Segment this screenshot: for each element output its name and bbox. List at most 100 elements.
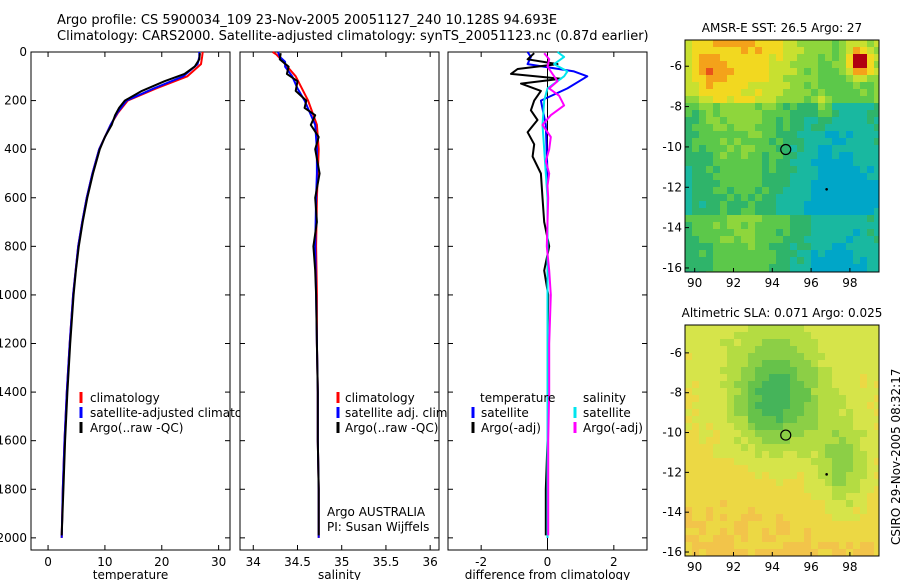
sla_map-cell [741, 367, 748, 374]
salinity-xtick-label: 34 [246, 555, 261, 569]
sst_map-xtick-label: 98 [842, 276, 857, 290]
sst_map-cell [825, 145, 832, 152]
sst_map-cell [755, 54, 762, 61]
sla_map-cell [769, 339, 776, 346]
sla_map-cell [741, 458, 748, 465]
sst_map-cell [832, 250, 839, 257]
sla_map-cell [748, 374, 755, 381]
sla_map-xtick-label: 90 [687, 560, 702, 574]
sst_map-cell [720, 194, 727, 201]
sla_map-cell [699, 528, 706, 535]
sla_map-cell [846, 542, 853, 549]
sla_map-cell [734, 388, 741, 395]
sla_map-cell [867, 332, 874, 339]
sst_map-cell [685, 117, 692, 124]
sla_map-cell [832, 521, 839, 528]
sla_map-cell [741, 479, 748, 486]
sla_map-cell [804, 402, 811, 409]
sla_map-cell [734, 416, 741, 423]
sla_map-cell [818, 325, 825, 332]
sst_map-cell [867, 222, 874, 229]
sla_map-cell [853, 465, 860, 472]
sla_map-cell [692, 437, 699, 444]
sla_map-cell [804, 374, 811, 381]
sla_map-cell [720, 507, 727, 514]
sla_map-cell [790, 374, 797, 381]
sla_map-cell [706, 430, 713, 437]
sla_map-cell [762, 325, 769, 332]
difference-xtick-label: 2 [610, 555, 618, 569]
sla_map-cell [797, 374, 804, 381]
sst_map-cell [860, 40, 867, 47]
sst_map-cell [727, 61, 734, 68]
sla_map-cell [741, 346, 748, 353]
sla_map-cell [860, 500, 867, 507]
sla_map-cell [699, 542, 706, 549]
sst_map-cell [797, 201, 804, 208]
sst_map-cell [867, 75, 874, 82]
sla_map-cell [839, 458, 846, 465]
sst_map-cell [748, 54, 755, 61]
sst_map-cell [832, 54, 839, 61]
sst_map-cell [818, 68, 825, 75]
sst_map-cell [818, 180, 825, 187]
salinity-axes-box [239, 51, 440, 551]
sla_map-cell [825, 444, 832, 451]
sst_map-cell [790, 47, 797, 54]
sla_map-cell [776, 444, 783, 451]
sla_map-cell [846, 409, 853, 416]
sst_map-cell [860, 68, 867, 75]
sla_map-cell [804, 395, 811, 402]
sst_map-cell [846, 68, 853, 75]
difference-xlabel: difference from climatology [465, 568, 631, 580]
sla_map-cell [692, 486, 699, 493]
sst_map-cell [867, 68, 874, 75]
sst_map-cell [839, 54, 846, 61]
sla_map-cell [839, 535, 846, 542]
sla_map-cell [748, 395, 755, 402]
sla_map-cell [685, 451, 692, 458]
sst_map-cell [790, 215, 797, 222]
sla_map-cell [825, 528, 832, 535]
sla_map-cell [748, 423, 755, 430]
sst_map-cell [832, 103, 839, 110]
salinity-annotation: Argo AUSTRALIA [327, 505, 426, 519]
sla_map-cell [853, 549, 860, 556]
sla_map-cell [797, 451, 804, 458]
sst_map-cell [853, 166, 860, 173]
sst_map-cell [783, 201, 790, 208]
sla_map-cell [741, 430, 748, 437]
sla_map-cell [867, 409, 874, 416]
sst_map-cell [706, 103, 713, 110]
sst_map-cell [755, 61, 762, 68]
sst_map-cell [769, 215, 776, 222]
sst_map-cell [699, 145, 706, 152]
sst_map-cell [685, 96, 692, 103]
sst_map-cell [874, 187, 879, 194]
sla_map-cell [839, 451, 846, 458]
sst_map-cell [769, 229, 776, 236]
sst_map-cell [692, 180, 699, 187]
sst_map-cell [776, 68, 783, 75]
sla_map-cell [685, 416, 692, 423]
sst_map-cell [825, 124, 832, 131]
sla_map-cell [741, 423, 748, 430]
sst_map-cell [706, 145, 713, 152]
sla_map-cell [839, 381, 846, 388]
sla_map-cell [720, 353, 727, 360]
sst_map-cell [734, 215, 741, 222]
sla_map-cell [853, 374, 860, 381]
sla_map-cell [846, 423, 853, 430]
sst_map-cell [748, 103, 755, 110]
sla_map-cell [727, 528, 734, 535]
sla_map-cell [846, 507, 853, 514]
sst_map-cell [706, 124, 713, 131]
sla_map-cell [762, 346, 769, 353]
sst_map-cell [860, 250, 867, 257]
sst_map-cell [818, 138, 825, 145]
sst_map-cell [818, 222, 825, 229]
sst_map-cell [853, 243, 860, 250]
sst_map-cell [853, 103, 860, 110]
